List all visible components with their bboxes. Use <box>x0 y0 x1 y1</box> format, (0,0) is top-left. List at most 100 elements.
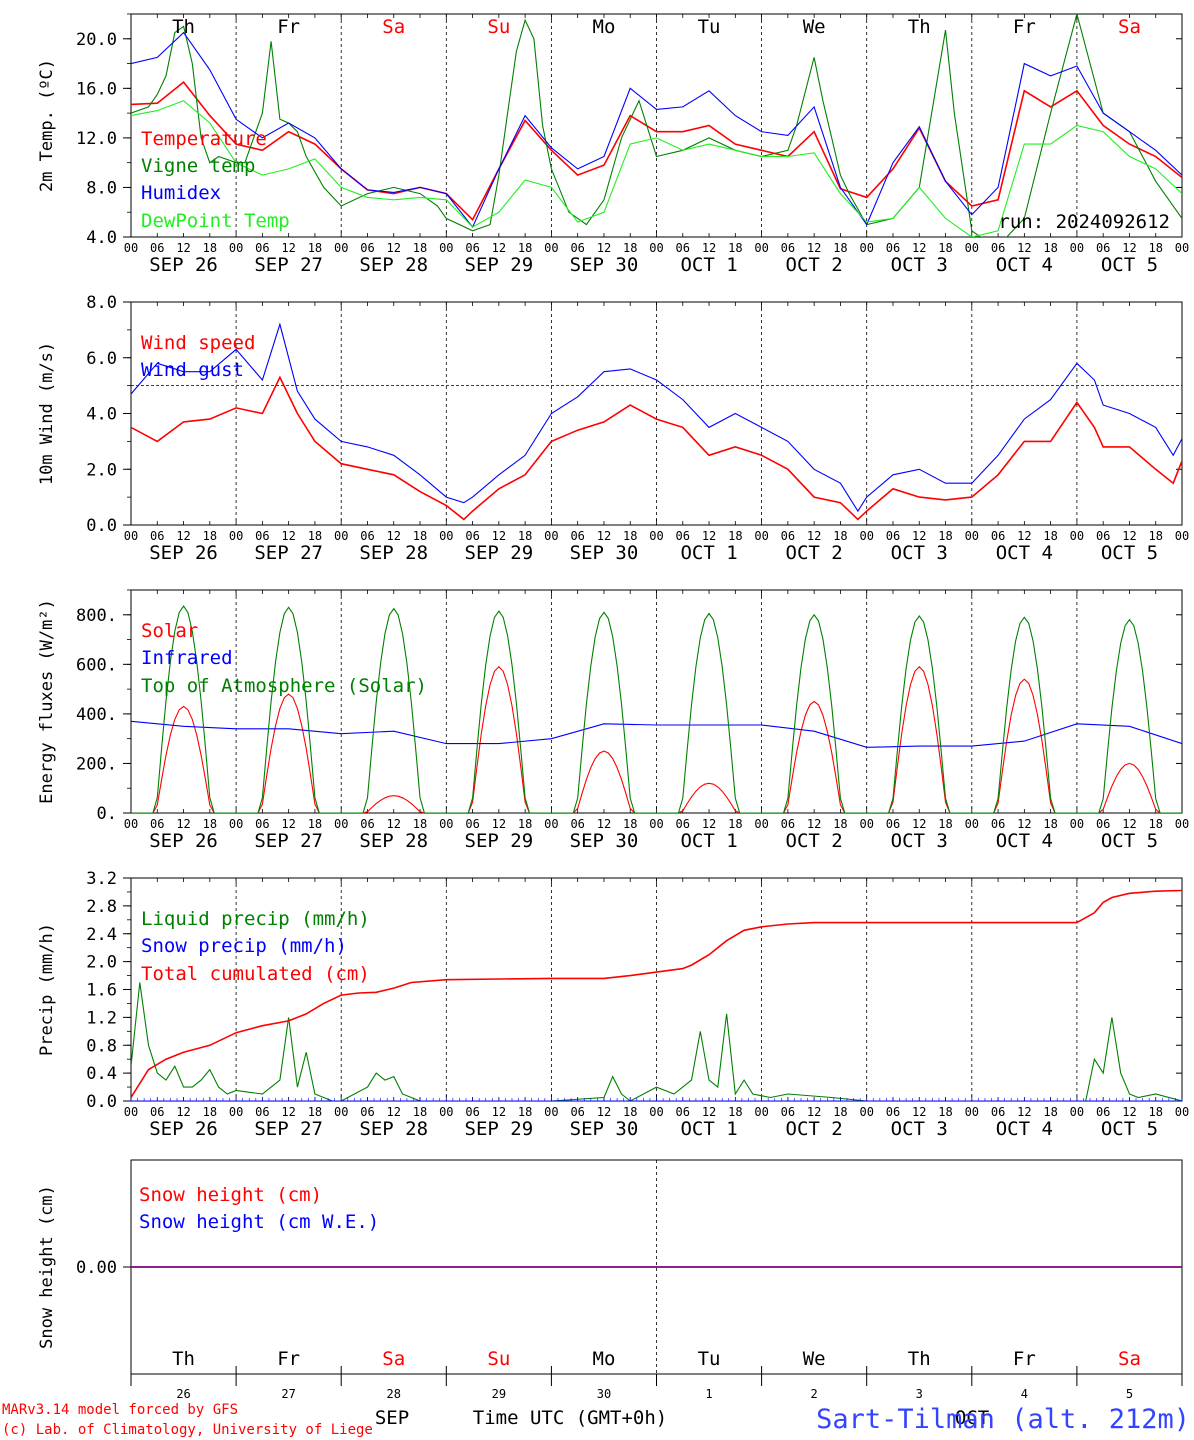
hour-label: 00 <box>544 241 558 255</box>
hour-label: 18 <box>203 241 217 255</box>
date-label: OCT 5 <box>1101 542 1158 564</box>
hour-label: 12 <box>492 241 506 255</box>
day-name-label: Sa <box>1118 1348 1141 1370</box>
legend-entry: DewPoint Temp <box>141 210 290 232</box>
date-label: SEP 28 <box>359 254 428 276</box>
y-tick-label: 12.0 <box>76 129 117 149</box>
day-name-label: We <box>803 16 826 38</box>
hour-label: 12 <box>281 241 295 255</box>
hour-label: 18 <box>938 817 952 831</box>
hour-label: 00 <box>965 1105 979 1119</box>
hour-label: 06 <box>991 529 1005 543</box>
hour-label: 12 <box>702 241 716 255</box>
date-label: SEP 28 <box>359 830 428 852</box>
legend-entry: Infrared <box>141 647 233 669</box>
hour-label: 12 <box>1122 529 1136 543</box>
day-name-label: Sa <box>382 16 405 38</box>
day-number-label: 28 <box>387 1387 401 1401</box>
y-tick-label: 2.8 <box>86 897 117 917</box>
y-axis-title: Snow height (cm) <box>37 1185 57 1349</box>
hour-label: 12 <box>912 241 926 255</box>
day-name-label: Mo <box>593 16 616 38</box>
y-tick-label: 2.4 <box>86 925 117 945</box>
hour-label: 18 <box>308 1105 322 1119</box>
hour-label: 18 <box>1043 529 1057 543</box>
hour-label: 00 <box>124 241 138 255</box>
y-axis-title: Energy fluxes (W/m²) <box>37 599 57 804</box>
series-line-wind-speed <box>131 375 1182 521</box>
hour-label: 00 <box>334 529 348 543</box>
date-label: SEP 30 <box>570 1118 639 1140</box>
y-axis-title: 2m Temp. (ºC) <box>37 59 57 192</box>
day-name-label: Th <box>172 1348 195 1370</box>
hour-label: 06 <box>1096 241 1110 255</box>
month-label-oct: OCT <box>955 1407 989 1429</box>
date-label: SEP 26 <box>149 254 218 276</box>
date-label: OCT 3 <box>891 1118 948 1140</box>
hour-label: 06 <box>886 817 900 831</box>
series-group <box>131 605 1182 813</box>
hour-label: 06 <box>991 817 1005 831</box>
y-tick-label: 8.0 <box>86 178 117 198</box>
day-name-label: Th <box>172 16 195 38</box>
station-title: Sart-Tilman (alt. 212m) <box>816 1404 1190 1435</box>
hour-label: 00 <box>859 241 873 255</box>
hour-label: 00 <box>334 241 348 255</box>
hour-label: 06 <box>886 241 900 255</box>
panel-2: 00 06 12 18 00 06 12 18 00 06 12 18 00 06 12 18 00 06 12 18… <box>37 293 1189 564</box>
hour-label: 18 <box>623 529 637 543</box>
date-label: OCT 2 <box>786 542 843 564</box>
legend-entry: Solar <box>141 620 198 642</box>
hour-label: 00 <box>1175 529 1189 543</box>
hour-label: 12 <box>912 529 926 543</box>
hour-label: 18 <box>1148 817 1162 831</box>
date-label: SEP 29 <box>465 1118 534 1140</box>
hour-label: 00 <box>859 1105 873 1119</box>
hour-label: 12 <box>176 241 190 255</box>
y-tick-label: 600. <box>76 655 117 675</box>
y-tick-label: 0.0 <box>86 516 117 536</box>
legend-entry: Temperature <box>141 128 267 150</box>
date-label: OCT 2 <box>786 830 843 852</box>
hour-label: 12 <box>387 529 401 543</box>
date-label: OCT 4 <box>996 542 1053 564</box>
hour-label: 12 <box>281 529 295 543</box>
hour-label: 06 <box>570 1105 584 1119</box>
series-line-humidex <box>131 31 1182 229</box>
hour-label: 18 <box>938 241 952 255</box>
hour-label: 00 <box>1175 817 1189 831</box>
hour-label: 12 <box>912 817 926 831</box>
y-tick-label: 6.0 <box>86 349 117 369</box>
date-label: OCT 2 <box>786 1118 843 1140</box>
y-tick-label: 3.2 <box>86 869 117 889</box>
hour-label: 00 <box>229 529 243 543</box>
date-label: SEP 26 <box>149 830 218 852</box>
hour-label: 18 <box>1043 817 1057 831</box>
y-tick-label: 0.8 <box>86 1036 117 1056</box>
hour-label: 18 <box>308 241 322 255</box>
hour-label: 18 <box>623 1105 637 1119</box>
hour-label: 00 <box>754 817 768 831</box>
y-tick-label: 2.0 <box>86 953 117 973</box>
hour-label: 12 <box>492 529 506 543</box>
hour-label: 18 <box>203 1105 217 1119</box>
hour-label: 06 <box>465 1105 479 1119</box>
hour-label: 18 <box>728 241 742 255</box>
hour-label: 06 <box>570 241 584 255</box>
hour-label: 06 <box>991 241 1005 255</box>
legend-entry: Snow height (cm) <box>139 1184 322 1206</box>
hour-label: 18 <box>833 241 847 255</box>
hour-label: 18 <box>413 241 427 255</box>
date-label: OCT 1 <box>680 542 737 564</box>
hour-label: 12 <box>702 529 716 543</box>
hour-label: 06 <box>781 1105 795 1119</box>
hour-label: 06 <box>150 529 164 543</box>
day-name-label: Su <box>487 1348 510 1370</box>
hour-label: 06 <box>676 241 690 255</box>
hour-label: 06 <box>360 1105 374 1119</box>
day-name-label: Mo <box>593 1348 616 1370</box>
legend-entry: Wind gust <box>141 359 244 381</box>
y-axis-title: 10m Wind (m/s) <box>37 342 57 485</box>
y-tick-label: 1.6 <box>86 981 117 1001</box>
hour-label: 18 <box>1043 241 1057 255</box>
